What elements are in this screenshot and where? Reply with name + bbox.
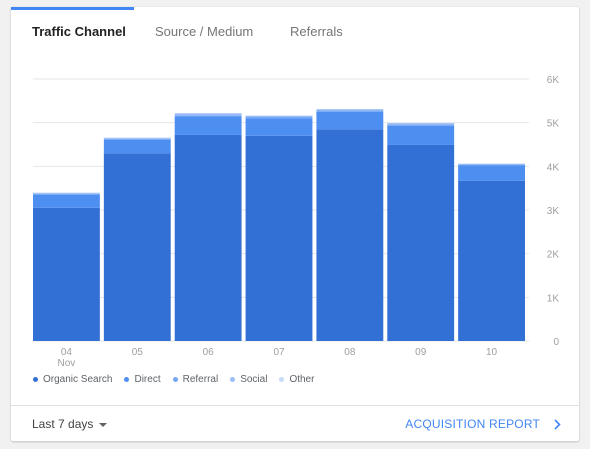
x-tick-label: 04 Nov — [58, 347, 76, 369]
legend-label: Referral — [182, 374, 219, 385]
legend-item[interactable]: Other — [279, 374, 314, 385]
bar-referral — [458, 164, 525, 166]
legend-dot-icon — [33, 377, 38, 382]
traffic-chart: 0 1K 2K 3K 4K 5K 6K 04 Nov 05 06 07 08 09 10 — [33, 75, 560, 369]
bar-direct — [458, 165, 525, 181]
date-range-label: Last 7 days — [32, 417, 94, 431]
x-tick-label: 08 — [344, 347, 356, 358]
bar-social — [387, 123, 455, 125]
bar-referral — [245, 116, 313, 119]
y-tick-label: 5K — [547, 119, 560, 130]
x-tick-label: 10 — [486, 347, 498, 358]
bar-direct — [316, 111, 384, 130]
active-tab-indicator — [11, 7, 134, 10]
legend-item[interactable]: Referral — [172, 374, 219, 385]
acquisition-report-link[interactable]: ACQUISITION REPORT — [405, 406, 561, 442]
x-tick-label: 06 — [203, 347, 215, 358]
bar-referral — [33, 193, 100, 195]
y-tick-label: 2K — [547, 250, 560, 261]
legend-item[interactable]: Social — [230, 374, 267, 385]
card-footer: Last 7 days ACQUISITION REPORT — [11, 405, 579, 442]
tab-bar: Traffic Channel Source / Medium Referral… — [11, 7, 579, 57]
bar-direct — [245, 118, 313, 136]
legend-dot-icon — [172, 377, 178, 382]
bar-organic-search — [103, 153, 171, 341]
bar-referral — [316, 110, 384, 112]
y-tick-label: 4K — [547, 162, 560, 173]
bar-direct — [103, 139, 171, 154]
legend-label: Other — [289, 374, 315, 385]
legend-label: Social — [240, 374, 268, 385]
traffic-card: Traffic Channel Source / Medium Referral… — [11, 7, 579, 441]
x-tick-label: 05 — [132, 347, 144, 358]
bar-social — [245, 115, 313, 117]
bar-social — [458, 163, 525, 165]
legend-item[interactable]: Organic Search — [33, 374, 112, 385]
x-tick-label: 09 — [415, 347, 427, 358]
tab-traffic-channel[interactable]: Traffic Channel — [32, 24, 126, 39]
bar-direct — [387, 125, 455, 145]
bar-referral — [387, 124, 455, 126]
chevron-right-icon — [554, 419, 561, 430]
y-tick-label: 3K — [547, 206, 560, 217]
bar-organic-search — [458, 180, 525, 341]
bar-organic-search — [245, 135, 313, 341]
bar-referral — [103, 138, 171, 140]
tab-referrals[interactable]: Referrals — [290, 24, 343, 39]
x-tick-label: 07 — [273, 347, 285, 358]
y-tick-label: 1K — [547, 293, 560, 304]
y-tick-label: 6K — [547, 75, 560, 86]
bar-referral — [174, 115, 242, 117]
legend-label: Organic Search — [43, 374, 113, 385]
tab-source-medium[interactable]: Source / Medium — [155, 24, 254, 39]
bar-social — [174, 113, 242, 116]
bar-organic-search — [174, 134, 242, 341]
chart-legend: Organic Search Direct Referral Social Other — [33, 374, 326, 390]
bar-social — [33, 192, 100, 194]
legend-dot-icon — [279, 377, 285, 382]
legend-label: Direct — [134, 374, 161, 385]
legend-dot-icon — [230, 377, 236, 382]
bar-social — [316, 109, 384, 111]
legend-dot-icon — [124, 377, 130, 382]
report-link-label: ACQUISITION REPORT — [405, 417, 540, 431]
bar-social — [103, 137, 171, 139]
bar-direct — [33, 194, 100, 208]
bar-organic-search — [387, 144, 455, 341]
bar-organic-search — [316, 129, 384, 341]
caret-down-icon — [99, 422, 108, 427]
bar-organic-search — [33, 207, 100, 341]
bar-direct — [174, 116, 242, 135]
y-tick-label: 0 — [553, 337, 559, 348]
date-range-dropdown[interactable]: Last 7 days — [32, 406, 108, 442]
legend-item[interactable]: Direct — [124, 374, 161, 385]
